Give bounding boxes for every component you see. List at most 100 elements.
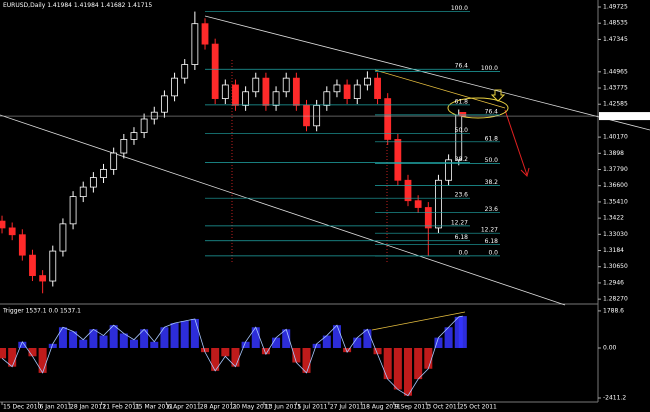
candle-body <box>364 77 371 86</box>
histogram-bar <box>332 325 341 348</box>
y-tick-label: 1.28270 <box>603 296 628 303</box>
histogram-bar <box>129 339 138 348</box>
candle-body <box>120 139 128 154</box>
candle-body <box>394 139 402 181</box>
histogram-bar <box>160 327 169 348</box>
candle-body <box>459 112 467 117</box>
histogram-bar <box>119 333 128 348</box>
x-tick-label: 28 Jan 2011 <box>70 404 106 411</box>
candle-body <box>353 84 361 99</box>
histogram-bar <box>180 321 189 348</box>
candle-body <box>242 91 250 106</box>
candle-body <box>181 64 189 79</box>
fib-label: 50.0 <box>455 127 469 134</box>
histogram-bar <box>241 341 250 348</box>
candle-body <box>191 23 199 65</box>
histogram-bar <box>373 347 382 355</box>
histogram-bar <box>383 347 392 380</box>
candle-body <box>292 77 300 106</box>
histogram-bar <box>434 337 443 348</box>
candle-body <box>18 234 26 256</box>
candle-body <box>303 104 310 127</box>
histogram-bar <box>414 347 423 380</box>
fib-label: 38.2 <box>455 156 469 163</box>
y-tick-label: 1.3184 <box>603 247 624 254</box>
histogram-bar <box>404 347 413 396</box>
histogram-bar <box>18 341 27 348</box>
histogram-bar <box>458 316 467 348</box>
candle-body <box>201 23 209 45</box>
histogram-bar <box>99 335 108 348</box>
y-tick-label: 1.37790 <box>603 166 628 173</box>
candle-body <box>211 43 219 99</box>
candle-body <box>323 91 331 106</box>
histogram-bar <box>393 347 402 390</box>
candle-body <box>150 111 158 120</box>
trend-line <box>204 15 650 131</box>
histogram-bar <box>444 327 453 348</box>
histogram-bar <box>109 325 118 348</box>
candle-body <box>435 179 442 229</box>
histogram-bar <box>79 339 88 348</box>
histogram-bar <box>282 329 291 348</box>
y-tick-label: 1.30650 <box>603 263 628 270</box>
candle-body <box>343 84 351 99</box>
histogram-bar <box>58 327 67 348</box>
fib-label: 61.8 <box>455 98 469 105</box>
highlight-ellipse <box>447 97 509 119</box>
y-tick-label: 1.44965 <box>603 68 628 75</box>
x-tick-label: 20 May 2011 <box>232 404 271 411</box>
y-tick-label: 1.48535 <box>603 20 628 27</box>
candle-body <box>404 179 412 202</box>
histogram-bar <box>272 337 281 348</box>
histogram-bar <box>69 331 78 348</box>
y-tick-label: 1.36600 <box>603 182 628 189</box>
fib-label: 50.0 <box>485 157 499 164</box>
histogram-bar <box>48 343 57 348</box>
trend-line <box>371 311 466 331</box>
histogram-bar <box>221 347 230 357</box>
y-tick-label: 1.35410 <box>603 198 628 205</box>
y-tick-label: 1.49725 <box>603 4 628 11</box>
candle-body <box>262 77 270 106</box>
candle-body <box>374 77 381 99</box>
arrow-head <box>520 167 530 177</box>
candle-body <box>252 77 260 93</box>
histogram-bar <box>424 347 433 369</box>
candle-body <box>272 91 280 106</box>
histogram-bar <box>292 347 301 363</box>
x-tick-label: 15 Dec 2010 <box>3 404 42 411</box>
candle-body <box>445 159 453 181</box>
trend-line <box>0 114 566 306</box>
histogram-bar <box>251 327 260 348</box>
fib-label: 6.18 <box>485 238 499 245</box>
candle-body <box>424 207 432 229</box>
histogram-bar <box>353 337 362 348</box>
fib-label: 100.0 <box>481 65 498 72</box>
candle-body <box>455 114 463 161</box>
x-tick-label: 15 Mar 2011 <box>135 404 173 411</box>
x-tick-label: 3 Oct 2011 <box>427 404 460 411</box>
histogram-bar <box>150 341 159 348</box>
x-tick-label: 18 Aug 2011 <box>362 404 401 411</box>
x-tick-label: 13 Jun 2011 <box>265 404 301 411</box>
price-box <box>599 112 650 121</box>
candle-body <box>171 77 178 97</box>
histogram-bar <box>140 329 149 348</box>
x-tick-label: 27 Jul 2011 <box>330 404 364 411</box>
candle-body <box>110 152 118 170</box>
fib-label: 23.6 <box>455 192 469 199</box>
x-tick-label: 5 Jul 2011 <box>297 404 327 411</box>
y-tick-label: 1.3898 <box>603 150 624 157</box>
histogram-bar <box>302 347 311 373</box>
candle-body <box>130 132 138 140</box>
candle-body <box>384 98 392 140</box>
histogram-bar <box>211 347 220 371</box>
candle-body <box>29 254 36 276</box>
fib-label: 61.8 <box>485 135 499 142</box>
fib-label: 12.27 <box>481 227 498 234</box>
candle-body <box>79 186 87 198</box>
y-tick-label: 1.33030 <box>603 231 628 238</box>
